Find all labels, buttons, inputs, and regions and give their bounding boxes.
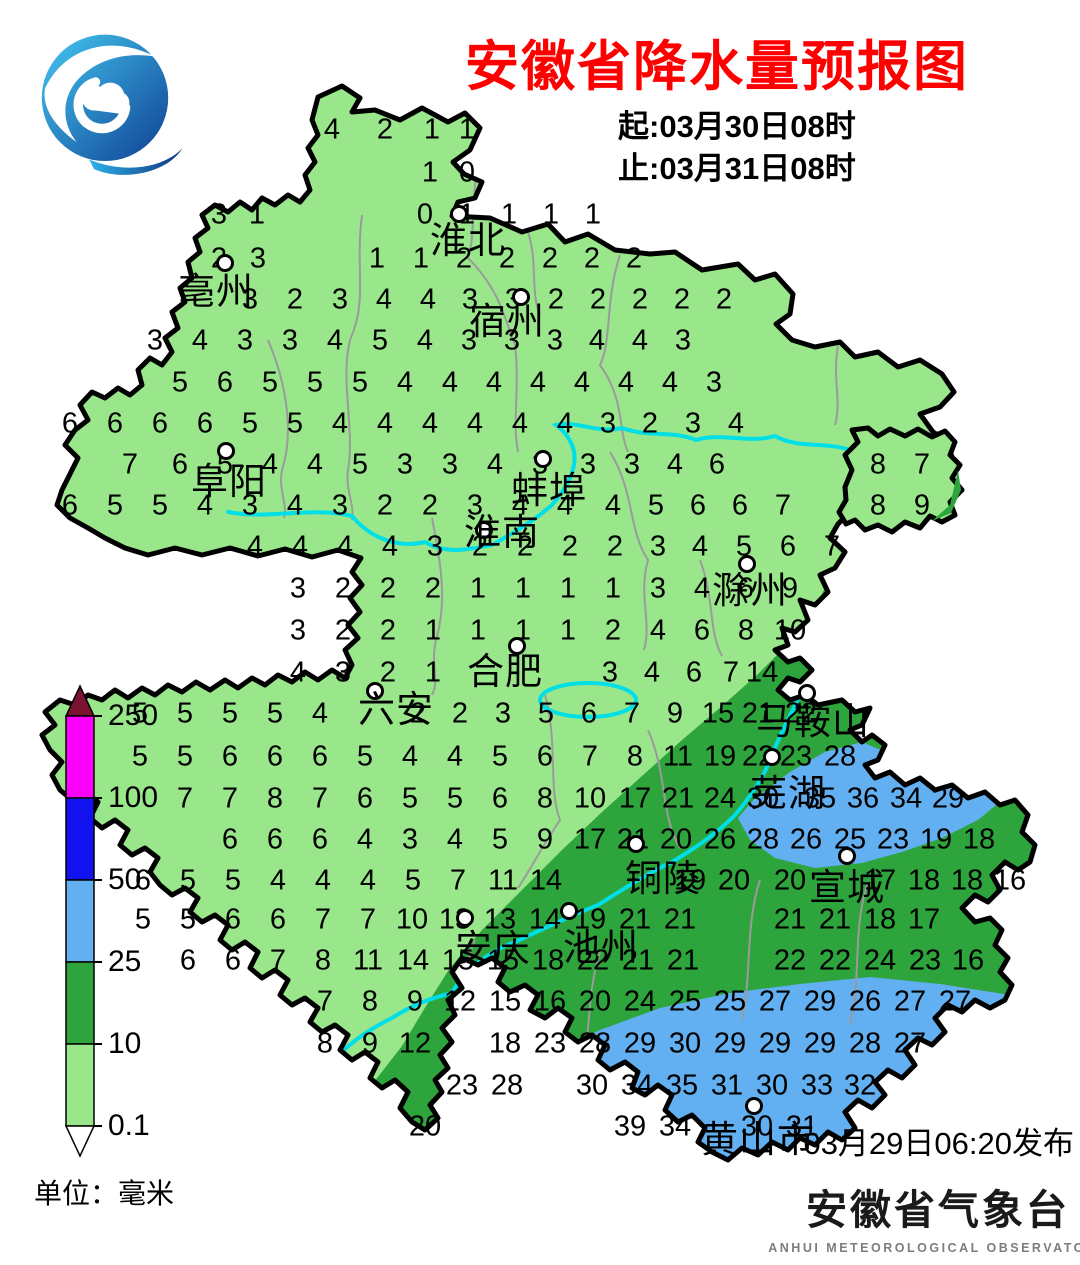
agency-name-en: ANHUI METEOROLOGICAL OBSERVATORY <box>768 1241 1080 1255</box>
issued-timestamp: 03月29日06:20发布 <box>803 1126 1074 1161</box>
legend-seg-50-100 <box>65 797 95 881</box>
yangtze-river <box>450 650 828 994</box>
legend-arrow-bottom <box>64 1125 96 1158</box>
legend-seg-100-250 <box>65 715 95 799</box>
legend-unit-label: 单位：毫米 <box>34 1178 175 1209</box>
legend-seg-0.1-10 <box>65 1043 95 1127</box>
legend-arrow-top <box>64 684 96 717</box>
huai-river <box>226 421 932 552</box>
legend-tick-marks <box>94 715 102 1127</box>
exclave-area <box>836 425 965 535</box>
agency-block: 安徽省气象台 ANHUI METEOROLOGICAL OBSERVATORY <box>768 1176 1080 1255</box>
forecast-time-range: 起:03月30日08时 止:03月31日08时 <box>618 106 856 190</box>
legend-seg-25-50 <box>65 879 95 963</box>
forecast-start-time: 起:03月30日08时 <box>618 109 856 144</box>
meteorological-logo-icon <box>41 34 183 175</box>
legend-color-bar <box>64 684 102 1158</box>
province-border <box>39 83 1038 1163</box>
chaohu-lake <box>538 681 638 719</box>
legend-seg-10-25 <box>65 961 95 1045</box>
rivers <box>226 421 932 1064</box>
exclave-dark-sliver <box>932 470 961 521</box>
agency-name-zh: 安徽省气象台 <box>805 1187 1070 1233</box>
forecast-end-time: 止:03月31日08时 <box>618 151 856 186</box>
southwest-river <box>330 992 450 1064</box>
page-title: 安徽省降水量预报图 <box>465 37 969 97</box>
